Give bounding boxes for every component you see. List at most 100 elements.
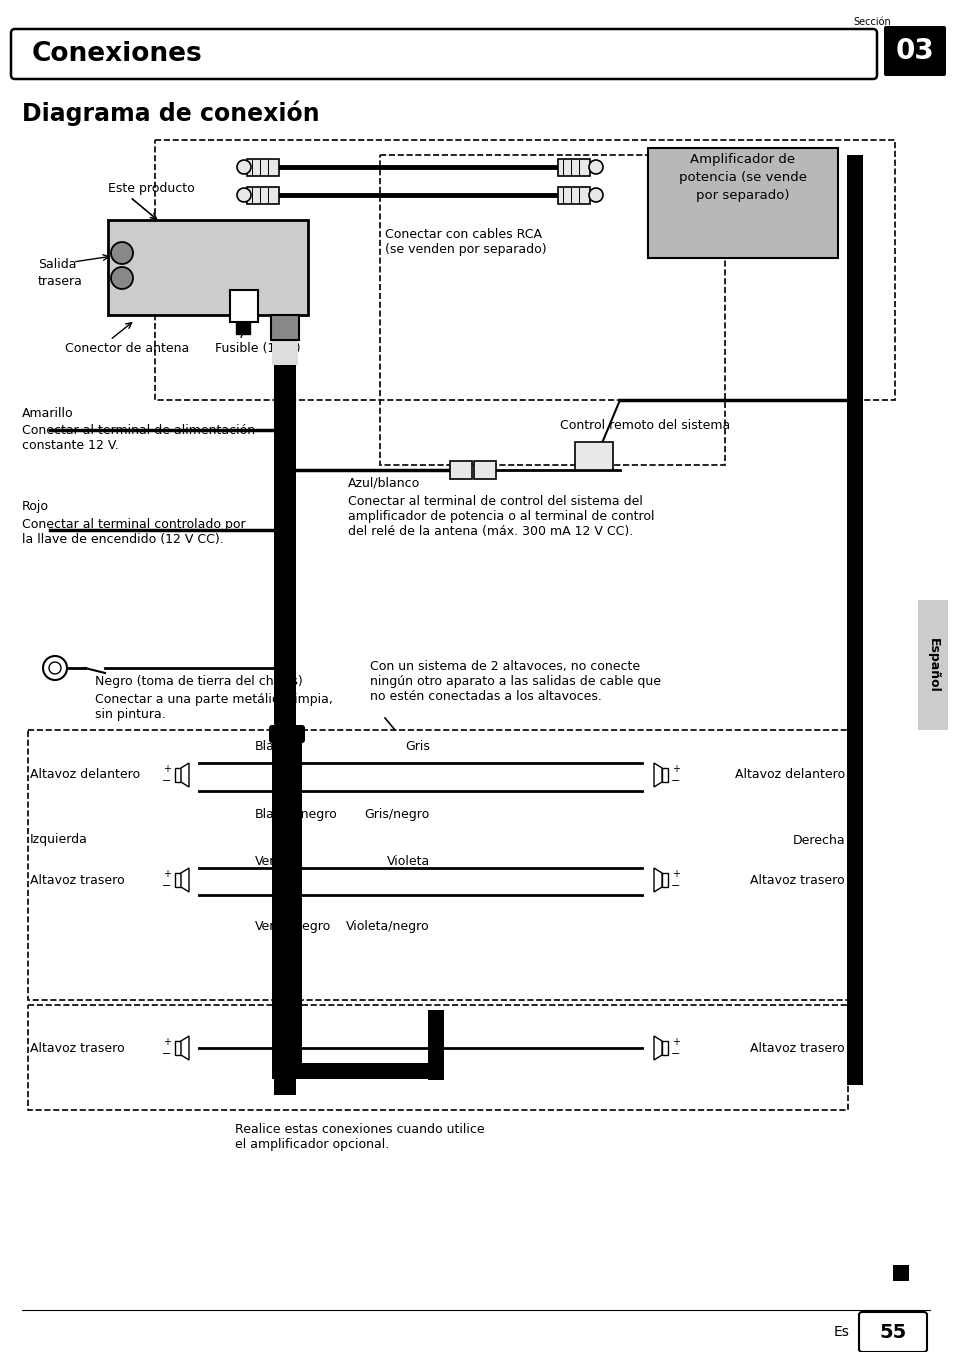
FancyBboxPatch shape xyxy=(883,26,945,76)
Text: Azul/blanco: Azul/blanco xyxy=(348,477,420,489)
Bar xyxy=(272,335,297,365)
Circle shape xyxy=(588,160,602,174)
Bar xyxy=(28,730,847,1000)
Bar xyxy=(474,461,496,479)
Bar xyxy=(846,1005,862,1086)
Bar xyxy=(230,289,257,322)
Text: Gris: Gris xyxy=(405,740,430,753)
FancyBboxPatch shape xyxy=(272,329,297,352)
Bar xyxy=(271,315,298,339)
Text: −: − xyxy=(162,776,172,786)
Polygon shape xyxy=(654,1036,661,1060)
Text: Con un sistema de 2 altavoces, no conecte
ningún otro aparato a las salidas de c: Con un sistema de 2 altavoces, no conect… xyxy=(370,660,660,703)
Text: +: + xyxy=(163,1037,171,1046)
Text: 03: 03 xyxy=(895,37,933,65)
Text: Blanco: Blanco xyxy=(254,740,297,753)
Bar xyxy=(558,187,589,204)
Bar xyxy=(108,220,308,315)
Bar xyxy=(661,1041,667,1055)
Text: Salida
trasera: Salida trasera xyxy=(38,258,83,288)
Bar xyxy=(174,1041,181,1055)
Text: Violeta: Violeta xyxy=(386,854,430,868)
Polygon shape xyxy=(654,868,661,892)
Bar xyxy=(247,160,278,176)
Bar xyxy=(28,1005,847,1110)
Bar xyxy=(846,155,862,1086)
Text: +: + xyxy=(671,1037,679,1046)
Bar xyxy=(450,461,472,479)
Text: Amplificador de
potencia (se vende
por separado): Amplificador de potencia (se vende por s… xyxy=(679,153,806,201)
Text: Español: Español xyxy=(925,638,939,692)
Circle shape xyxy=(111,266,132,289)
Text: Conector de antena: Conector de antena xyxy=(65,342,189,356)
Bar xyxy=(661,873,667,887)
Text: Altavoz trasero: Altavoz trasero xyxy=(30,873,125,887)
Text: Altavoz delantero: Altavoz delantero xyxy=(30,768,140,781)
Text: Conectar a una parte metálica limpia,
sin pintura.: Conectar a una parte metálica limpia, si… xyxy=(95,694,333,721)
Bar xyxy=(379,155,724,465)
Bar xyxy=(154,141,894,400)
FancyBboxPatch shape xyxy=(11,28,876,78)
Text: +: + xyxy=(163,764,171,773)
Text: Es: Es xyxy=(833,1325,849,1338)
Text: Amarillo: Amarillo xyxy=(22,407,73,420)
Text: −: − xyxy=(162,882,172,891)
Bar xyxy=(272,730,302,995)
Text: +: + xyxy=(671,869,679,879)
Text: −: − xyxy=(671,882,680,891)
Text: Verde/negro: Verde/negro xyxy=(254,919,331,933)
Bar xyxy=(247,187,278,204)
Text: Altavoz delantero: Altavoz delantero xyxy=(734,768,844,781)
Text: Control remoto del sistema: Control remoto del sistema xyxy=(559,419,729,433)
Text: −: − xyxy=(162,1049,172,1059)
Bar xyxy=(558,160,589,176)
Text: Altavoz trasero: Altavoz trasero xyxy=(30,1041,125,1055)
Text: Derecha: Derecha xyxy=(792,833,844,846)
Bar xyxy=(647,147,837,258)
Bar xyxy=(661,768,667,781)
Bar xyxy=(274,335,295,1095)
Text: Conectar al terminal de alimentación
constante 12 V.: Conectar al terminal de alimentación con… xyxy=(22,425,254,452)
Text: −: − xyxy=(671,776,680,786)
Bar xyxy=(917,600,947,730)
Bar xyxy=(272,992,302,1068)
Bar xyxy=(235,322,250,334)
Text: +: + xyxy=(163,869,171,879)
Circle shape xyxy=(588,188,602,201)
Bar xyxy=(272,1063,439,1079)
Bar xyxy=(174,768,181,781)
Text: Altavoz trasero: Altavoz trasero xyxy=(750,1041,844,1055)
Bar xyxy=(892,1265,908,1280)
Circle shape xyxy=(111,242,132,264)
Circle shape xyxy=(43,656,67,680)
Text: Realice estas conexiones cuando utilice
el amplificador opcional.: Realice estas conexiones cuando utilice … xyxy=(234,1124,484,1151)
Circle shape xyxy=(49,662,61,675)
Text: Izquierda: Izquierda xyxy=(30,833,88,846)
Circle shape xyxy=(236,188,251,201)
Text: Conectar al terminal controlado por
la llave de encendido (12 V CC).: Conectar al terminal controlado por la l… xyxy=(22,518,245,546)
Text: Fusible (10 A): Fusible (10 A) xyxy=(214,342,300,356)
Polygon shape xyxy=(181,1036,189,1060)
Text: Conectar al terminal de control del sistema del
amplificador de potencia o al te: Conectar al terminal de control del sist… xyxy=(348,495,654,538)
Text: Diagrama de conexión: Diagrama de conexión xyxy=(22,100,319,126)
FancyBboxPatch shape xyxy=(269,725,305,744)
Text: Gris/negro: Gris/negro xyxy=(364,808,430,821)
Polygon shape xyxy=(654,763,661,787)
Bar xyxy=(428,1010,443,1080)
Text: Este producto: Este producto xyxy=(108,183,194,195)
Polygon shape xyxy=(181,868,189,892)
Circle shape xyxy=(236,160,251,174)
Polygon shape xyxy=(181,763,189,787)
Text: Verde: Verde xyxy=(254,854,291,868)
Text: Sección: Sección xyxy=(852,18,890,27)
Bar xyxy=(174,873,181,887)
Bar xyxy=(575,442,613,470)
Text: Rojo: Rojo xyxy=(22,500,49,512)
Text: Conectar con cables RCA
(se venden por separado): Conectar con cables RCA (se venden por s… xyxy=(385,228,546,256)
Text: Conexiones: Conexiones xyxy=(32,41,203,68)
Text: Blanco/negro: Blanco/negro xyxy=(254,808,337,821)
Text: 55: 55 xyxy=(879,1322,905,1341)
Text: +: + xyxy=(671,764,679,773)
Text: −: − xyxy=(671,1049,680,1059)
Text: Violeta/negro: Violeta/negro xyxy=(346,919,430,933)
